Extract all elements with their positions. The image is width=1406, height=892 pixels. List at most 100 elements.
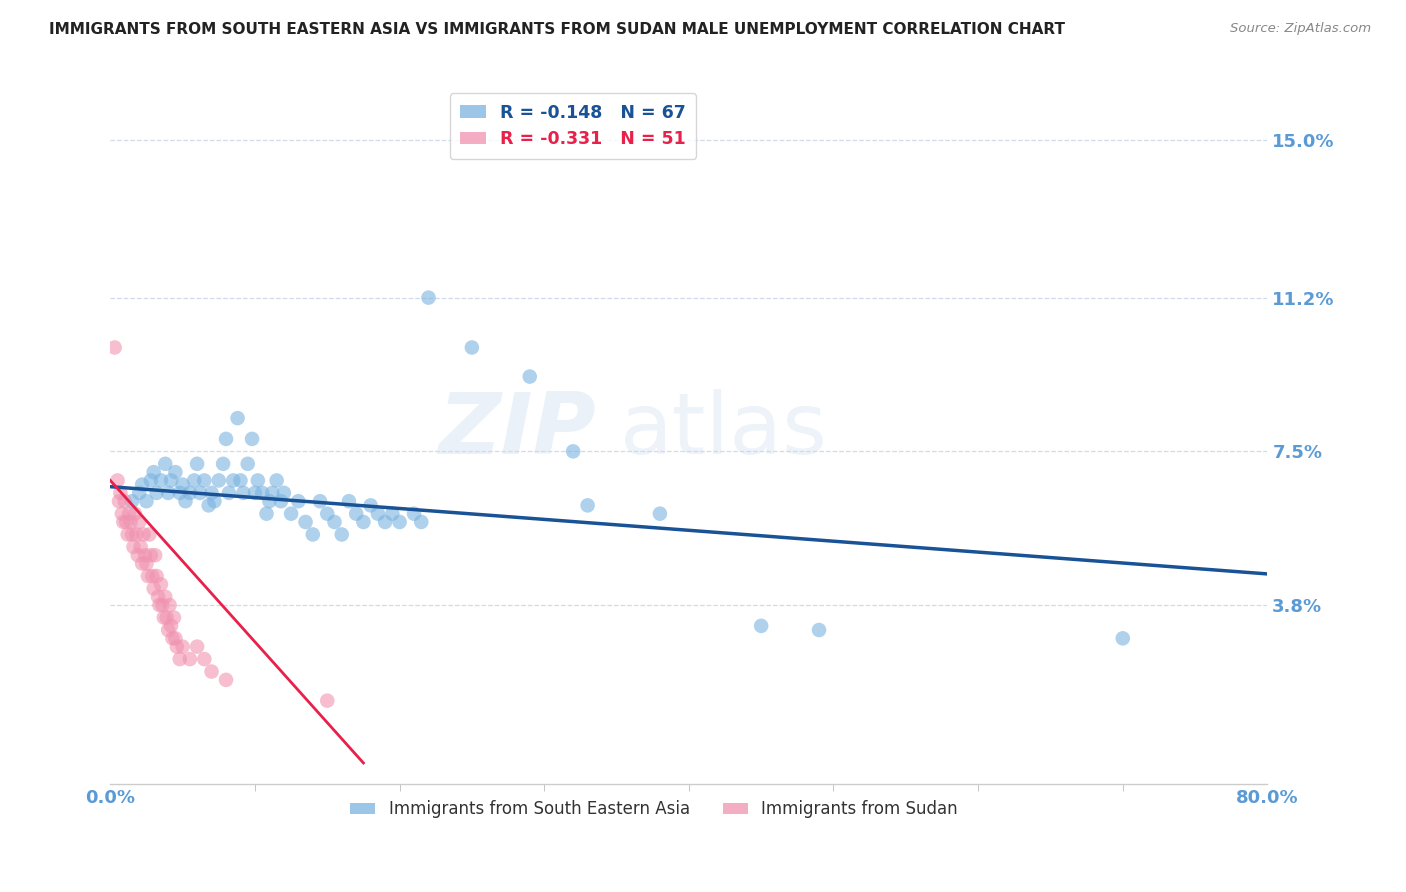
Point	[121, 494, 143, 508]
Text: IMMIGRANTS FROM SOUTH EASTERN ASIA VS IMMIGRANTS FROM SUDAN MALE UNEMPLOYMENT CO: IMMIGRANTS FROM SOUTH EASTERN ASIA VS IM…	[49, 22, 1066, 37]
Point	[157, 486, 180, 500]
Point	[204, 494, 226, 508]
Point	[179, 486, 201, 500]
Text: atlas: atlas	[620, 389, 827, 472]
Point	[240, 432, 263, 446]
Point	[132, 527, 155, 541]
Point	[142, 582, 165, 596]
Point	[316, 507, 339, 521]
Point	[129, 540, 152, 554]
Point	[148, 598, 170, 612]
Point	[344, 507, 367, 521]
Point	[149, 577, 172, 591]
Point	[127, 548, 149, 562]
Point	[120, 515, 142, 529]
Point	[107, 474, 129, 488]
Point	[174, 494, 197, 508]
Point	[172, 640, 194, 654]
Point	[388, 515, 411, 529]
Point	[157, 623, 180, 637]
Point	[169, 652, 191, 666]
Point	[418, 291, 440, 305]
Point	[110, 486, 132, 500]
Point	[169, 486, 191, 500]
Point	[160, 474, 183, 488]
Point	[139, 548, 162, 562]
Point	[112, 515, 135, 529]
Point	[165, 632, 187, 646]
Point	[117, 527, 139, 541]
Point	[461, 341, 484, 355]
Point	[562, 444, 585, 458]
Point	[259, 494, 281, 508]
Point	[301, 527, 323, 541]
Point	[145, 486, 167, 500]
Point	[186, 640, 208, 654]
Point	[135, 494, 157, 508]
Point	[193, 474, 215, 488]
Point	[160, 619, 183, 633]
Point	[246, 474, 269, 488]
Point	[212, 457, 235, 471]
Point	[146, 590, 169, 604]
Point	[229, 474, 252, 488]
Point	[309, 494, 332, 508]
Point	[193, 652, 215, 666]
Point	[381, 507, 404, 521]
Legend: Immigrants from South Eastern Asia, Immigrants from Sudan: Immigrants from South Eastern Asia, Immi…	[343, 794, 965, 825]
Point	[139, 474, 162, 488]
Point	[155, 590, 177, 604]
Point	[108, 494, 131, 508]
Point	[135, 557, 157, 571]
Point	[576, 499, 599, 513]
Point	[115, 515, 138, 529]
Point	[131, 477, 153, 491]
Point	[128, 486, 150, 500]
Point	[159, 598, 181, 612]
Point	[294, 515, 316, 529]
Point	[337, 494, 360, 508]
Point	[316, 693, 339, 707]
Point	[122, 540, 145, 554]
Point	[215, 432, 238, 446]
Point	[183, 474, 205, 488]
Point	[411, 515, 433, 529]
Point	[226, 411, 249, 425]
Point	[323, 515, 346, 529]
Point	[121, 527, 143, 541]
Point	[208, 474, 231, 488]
Point	[188, 486, 211, 500]
Point	[143, 548, 166, 562]
Point	[402, 507, 425, 521]
Point	[134, 548, 156, 562]
Point	[266, 474, 288, 488]
Point	[250, 486, 273, 500]
Point	[104, 341, 127, 355]
Point	[128, 515, 150, 529]
Point	[374, 515, 396, 529]
Point	[197, 499, 219, 513]
Point	[215, 673, 238, 687]
Point	[232, 486, 254, 500]
Point	[808, 623, 831, 637]
Point	[200, 665, 222, 679]
Point	[749, 619, 772, 633]
Point	[200, 486, 222, 500]
Point	[270, 494, 292, 508]
Point	[280, 507, 302, 521]
Point	[111, 507, 134, 521]
Point	[367, 507, 389, 521]
Point	[186, 457, 208, 471]
Point	[179, 652, 201, 666]
Point	[153, 610, 176, 624]
Point	[287, 494, 309, 508]
Point	[125, 527, 148, 541]
Point	[138, 527, 160, 541]
Point	[236, 457, 259, 471]
Point	[118, 507, 141, 521]
Point	[149, 474, 172, 488]
Point	[256, 507, 278, 521]
Point	[163, 610, 186, 624]
Text: ZIP: ZIP	[439, 389, 596, 472]
Point	[222, 474, 245, 488]
